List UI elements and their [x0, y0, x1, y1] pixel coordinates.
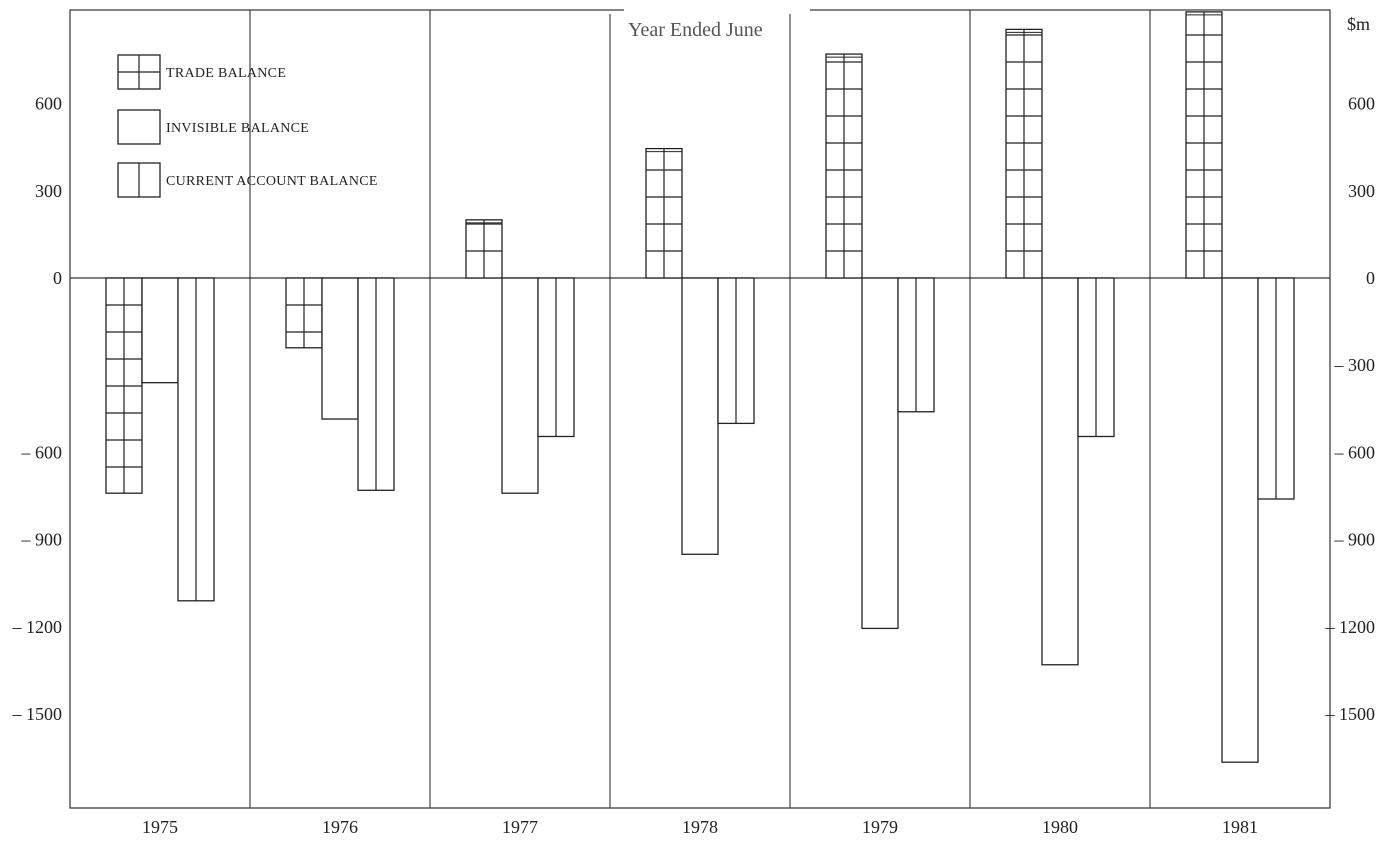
y-tick-label-left: – 900	[21, 530, 63, 550]
bar-invisible-balance-1980	[1041, 277, 1079, 666]
y-tick-label-right: – 1200	[1325, 617, 1376, 637]
bar-invisible-balance-1979	[861, 277, 899, 630]
x-tick-label-1975: 1975	[142, 817, 178, 837]
y-tick-label-right: – 1500	[1325, 704, 1376, 724]
chart-title: Year Ended June	[628, 19, 763, 41]
y-tick-label-left: 600	[35, 94, 62, 114]
y-tick-label-right: – 300	[1334, 355, 1376, 375]
x-tick-label-1976: 1976	[322, 817, 358, 837]
y-tick-label-right: 0	[1366, 268, 1375, 288]
legend-label-current-account-balance: CURRENT ACCOUNT BALANCE	[166, 174, 378, 189]
legend-swatch-invisible-balance	[117, 109, 161, 145]
y-tick-label-left: 0	[53, 268, 62, 288]
legend-label-invisible-balance: INVISIBLE BALANCE	[166, 121, 309, 136]
bar-invisible-balance-1975	[141, 277, 179, 384]
x-tick-label-1977: 1977	[502, 817, 538, 837]
bar-invisible-balance-1976	[321, 277, 359, 420]
x-tick-label-1981: 1981	[1222, 817, 1258, 837]
unit-label: $m	[1347, 14, 1370, 34]
bar-invisible-balance-1981	[1221, 277, 1259, 763]
x-tick-label-1979: 1979	[862, 817, 898, 837]
y-tick-label-left: – 600	[21, 442, 63, 462]
bar-invisible-balance-1977	[501, 277, 539, 494]
y-tick-label-right: 300	[1348, 181, 1375, 201]
y-tick-label-left: – 1200	[12, 617, 63, 637]
title-background	[624, 8, 810, 34]
y-tick-label-right: 600	[1348, 94, 1375, 114]
y-tick-label-left: – 1500	[12, 704, 63, 724]
legend-label-trade-balance: TRADE BALANCE	[166, 66, 286, 81]
y-tick-label-left: 300	[35, 181, 62, 201]
bar-invisible-balance-1978	[681, 277, 719, 555]
y-tick-label-right: – 900	[1334, 530, 1376, 550]
x-tick-label-1978: 1978	[682, 817, 718, 837]
y-tick-label-right: – 600	[1334, 442, 1376, 462]
x-tick-label-1980: 1980	[1042, 817, 1078, 837]
